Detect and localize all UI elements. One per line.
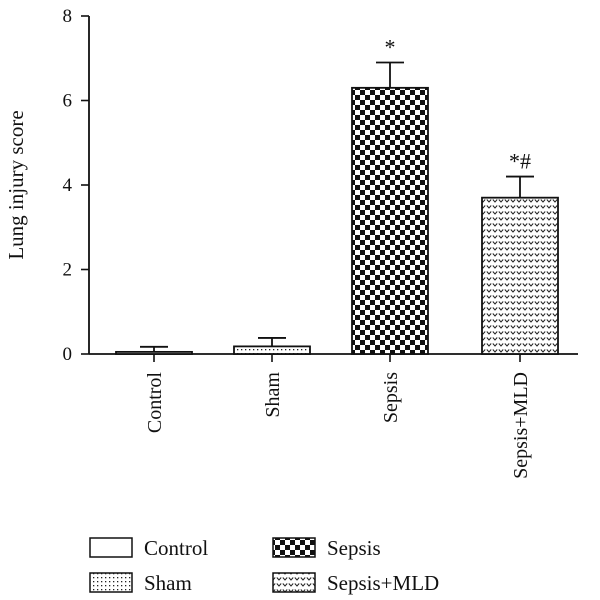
y-tick-label: 8: [63, 6, 73, 27]
significance-annotation: *: [385, 34, 396, 59]
legend-label: Sepsis+MLD: [327, 571, 439, 595]
legend-swatch-sepsis-mld: [272, 572, 316, 593]
x-tick-label: Sepsis+MLD: [510, 372, 532, 479]
legend: Control Sham Sepsis Sepsis+MLD: [89, 536, 439, 595]
legend-swatch-control: [89, 537, 133, 558]
legend-label: Control: [144, 536, 208, 560]
legend-swatch-sham: [89, 572, 133, 593]
legend-swatch-sepsis: [272, 537, 316, 558]
bar-sepsis: [351, 86, 429, 355]
y-tick-label: 2: [63, 260, 73, 281]
x-tick-label: Sham: [262, 372, 284, 418]
x-tick-label: Control: [144, 372, 166, 434]
legend-label: Sepsis: [327, 536, 381, 560]
legend-label: Sham: [144, 571, 192, 595]
bar-control: [115, 350, 193, 355]
y-tick-label: 6: [63, 91, 73, 112]
bar-sham: [233, 345, 311, 355]
bar-sepsis-mld: [481, 196, 559, 355]
plot-area: 0 2 4 6 8 Lung injury score Control Sham Sepsis *…: [4, 6, 578, 479]
y-tick-label: 0: [63, 344, 73, 365]
y-tick-label: 4: [63, 175, 73, 196]
significance-annotation: *#: [509, 149, 531, 174]
x-tick-label: Sepsis: [380, 372, 402, 423]
y-axis-title: Lung injury score: [4, 110, 28, 259]
